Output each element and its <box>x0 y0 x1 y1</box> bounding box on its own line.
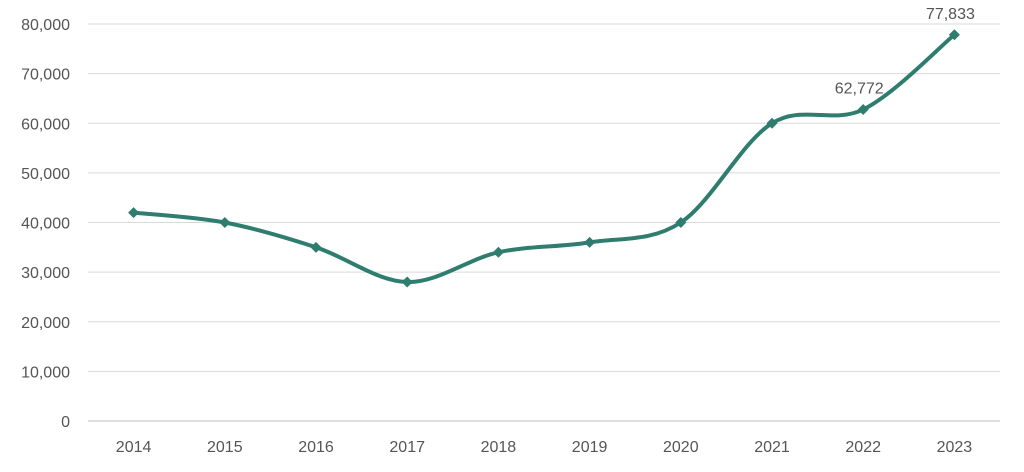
data-point-2021 <box>766 117 778 129</box>
y-tick-label: 40,000 <box>21 216 70 233</box>
y-tick-label: 50,000 <box>21 166 70 183</box>
data-point-2020 <box>675 217 687 228</box>
x-tick-label: 2015 <box>207 439 243 456</box>
y-tick-label: 20,000 <box>21 315 70 332</box>
data-label-2022: 62,772 <box>835 80 884 97</box>
data-point-2016 <box>310 241 322 253</box>
series-line <box>131 32 957 285</box>
data-label-2023: 77,833 <box>926 6 975 23</box>
y-tick-label: 60,000 <box>21 116 70 133</box>
x-tick-label: 2020 <box>663 439 699 456</box>
x-tick-label: 2018 <box>481 439 517 456</box>
data-point-2017 <box>401 276 413 288</box>
x-tick-label: 2021 <box>754 439 790 456</box>
data-point-2015 <box>219 217 231 228</box>
data-point-2022 <box>857 103 869 115</box>
y-tick-label: 80,000 <box>21 17 70 34</box>
x-tick-label: 2017 <box>389 439 425 456</box>
data-labels: 62,772 77,833 <box>835 6 975 98</box>
y-tick-label: 10,000 <box>21 364 70 381</box>
x-tick-label: 2019 <box>572 439 608 456</box>
gridlines <box>88 23 1000 422</box>
x-tick-label: 2022 <box>845 439 881 456</box>
x-tick-label: 2016 <box>298 439 334 456</box>
data-point-2023 <box>948 29 960 41</box>
y-tick-label: 0 <box>61 414 70 431</box>
data-point-2014 <box>128 207 140 219</box>
y-tick-label: 30,000 <box>21 265 70 282</box>
x-tick-label: 2023 <box>937 439 973 456</box>
x-tick-label: 2014 <box>116 439 152 456</box>
y-axis-tick-labels: 0 10,000 20,000 30,000 40,000 50,000 60,000 70,… <box>21 17 70 431</box>
x-axis-tick-labels: 2014 2015 2016 2017 2018 2019 2020 2021 2022 2023 <box>116 439 972 456</box>
y-tick-label: 70,000 <box>21 67 70 84</box>
data-point-markers <box>128 29 960 288</box>
data-point-2018 <box>492 246 504 258</box>
data-point-2019 <box>584 236 596 248</box>
